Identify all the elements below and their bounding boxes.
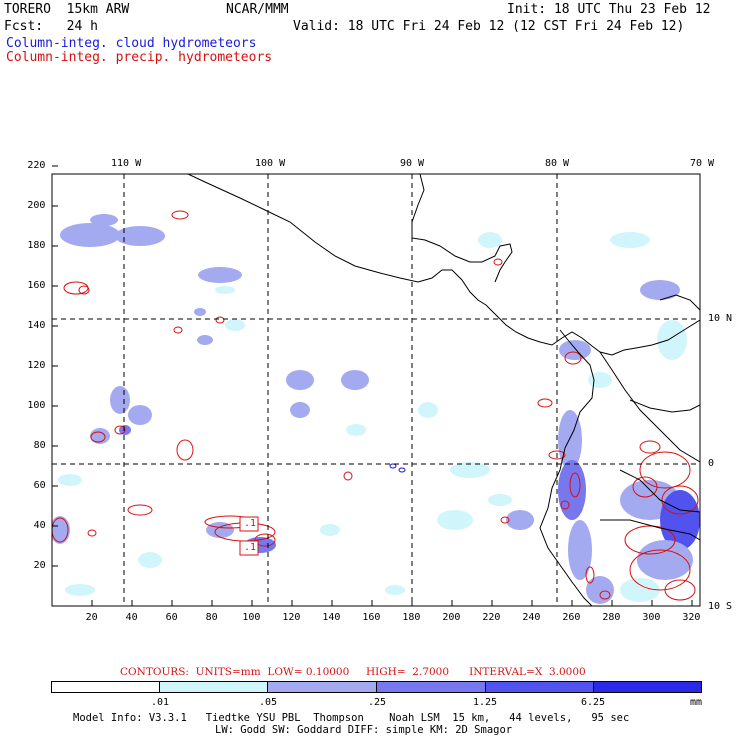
x-tick-label: 320 [682,612,701,623]
x-tick-label: 160 [362,612,381,623]
model-physics: LW: Godd SW: Goddard DIFF: simple KM: 2D… [215,724,513,736]
contour-label-box [239,540,259,556]
x-tick-label: 220 [482,612,501,623]
lon-label: 90 W [400,158,425,169]
y-tick-label: 140 [27,320,46,331]
x-tick-label: 200 [442,612,461,623]
colorbar-bin [267,681,377,693]
y-tick-label: 60 [33,480,46,491]
model-title: TORERO 15km ARW [4,2,130,17]
y-tick-label: 120 [27,360,46,371]
x-tick-label: 100 [242,612,261,623]
y-tick-label: 80 [33,440,46,451]
y-tick-label: 40 [33,520,46,531]
colorbar-tick: 6.25 [581,697,606,708]
x-tick-label: 80 [205,612,218,623]
lat-label: 10 S [708,601,733,612]
colorbar-tick: .25 [368,697,387,708]
lon-label: 80 W [545,158,570,169]
y-tick-label: 100 [27,400,46,411]
y-tick-label: 20 [33,560,46,571]
colorbar-bin [159,681,268,693]
x-tick-label: 300 [642,612,661,623]
x-tick-label: 280 [602,612,621,623]
y-tick-marks [52,165,58,567]
contour-label: .1 [244,518,257,529]
model-info: Model Info: V3.3.1 Tiedtke YSU PBL Thomp… [73,712,630,724]
contour-label: .1 [244,542,257,553]
lon-label: 70 W [690,158,715,169]
colorbar-bin [593,681,702,693]
precip-field-label: Column-integ. precip. hydrometeors [6,50,273,65]
x-tick-label: 180 [402,612,421,623]
y-tick-label: 220 [27,160,46,171]
lat-label: 0 [708,458,715,469]
forecast-hour: Fcst: 24 h [4,19,98,34]
x-tick-marks [91,600,693,606]
colorbar-tick: .05 [259,697,278,708]
init-time: Init: 18 UTC Thu 23 Feb 12 [507,2,711,17]
x-tick-label: 120 [282,612,301,623]
colorbar-tick: 1.25 [473,697,498,708]
y-tick-label: 160 [27,280,46,291]
organization-label: NCAR/MMM [226,2,289,17]
precip-contours [52,210,699,601]
y-tick-label: 200 [27,200,46,211]
plot-frame [51,173,701,607]
valid-time: Valid: 18 UTC Fri 24 Feb 12 (12 CST Fri … [293,19,685,34]
lon-label: 110 W [111,158,142,169]
contour-label-box [239,516,259,532]
y-tick-label: 180 [27,240,46,251]
colorbar-bin [376,681,486,693]
contour-info: CONTOURS: UNITS=mm LOW= 0.10000 HIGH= 2.… [120,666,586,678]
x-tick-label: 140 [322,612,341,623]
x-tick-label: 260 [562,612,581,623]
lat-lon-grid [52,174,700,606]
lon-label: 100 W [255,158,286,169]
colorbar-bin [51,681,160,693]
x-tick-label: 240 [522,612,541,623]
x-tick-label: 20 [85,612,98,623]
lat-label: 10 N [708,313,733,324]
colorbar-unit: mm [690,697,703,708]
colorbar-tick: .01 [151,697,170,708]
x-tick-label: 60 [165,612,178,623]
x-tick-label: 40 [125,612,138,623]
cloud-shading [52,214,700,604]
map-plot-area [52,174,700,606]
coastlines [187,174,700,606]
colorbar-bin [485,681,594,693]
cloud-field-label: Column-integ. cloud hydrometeors [6,36,257,51]
precip-contours-small-blue [389,463,406,473]
